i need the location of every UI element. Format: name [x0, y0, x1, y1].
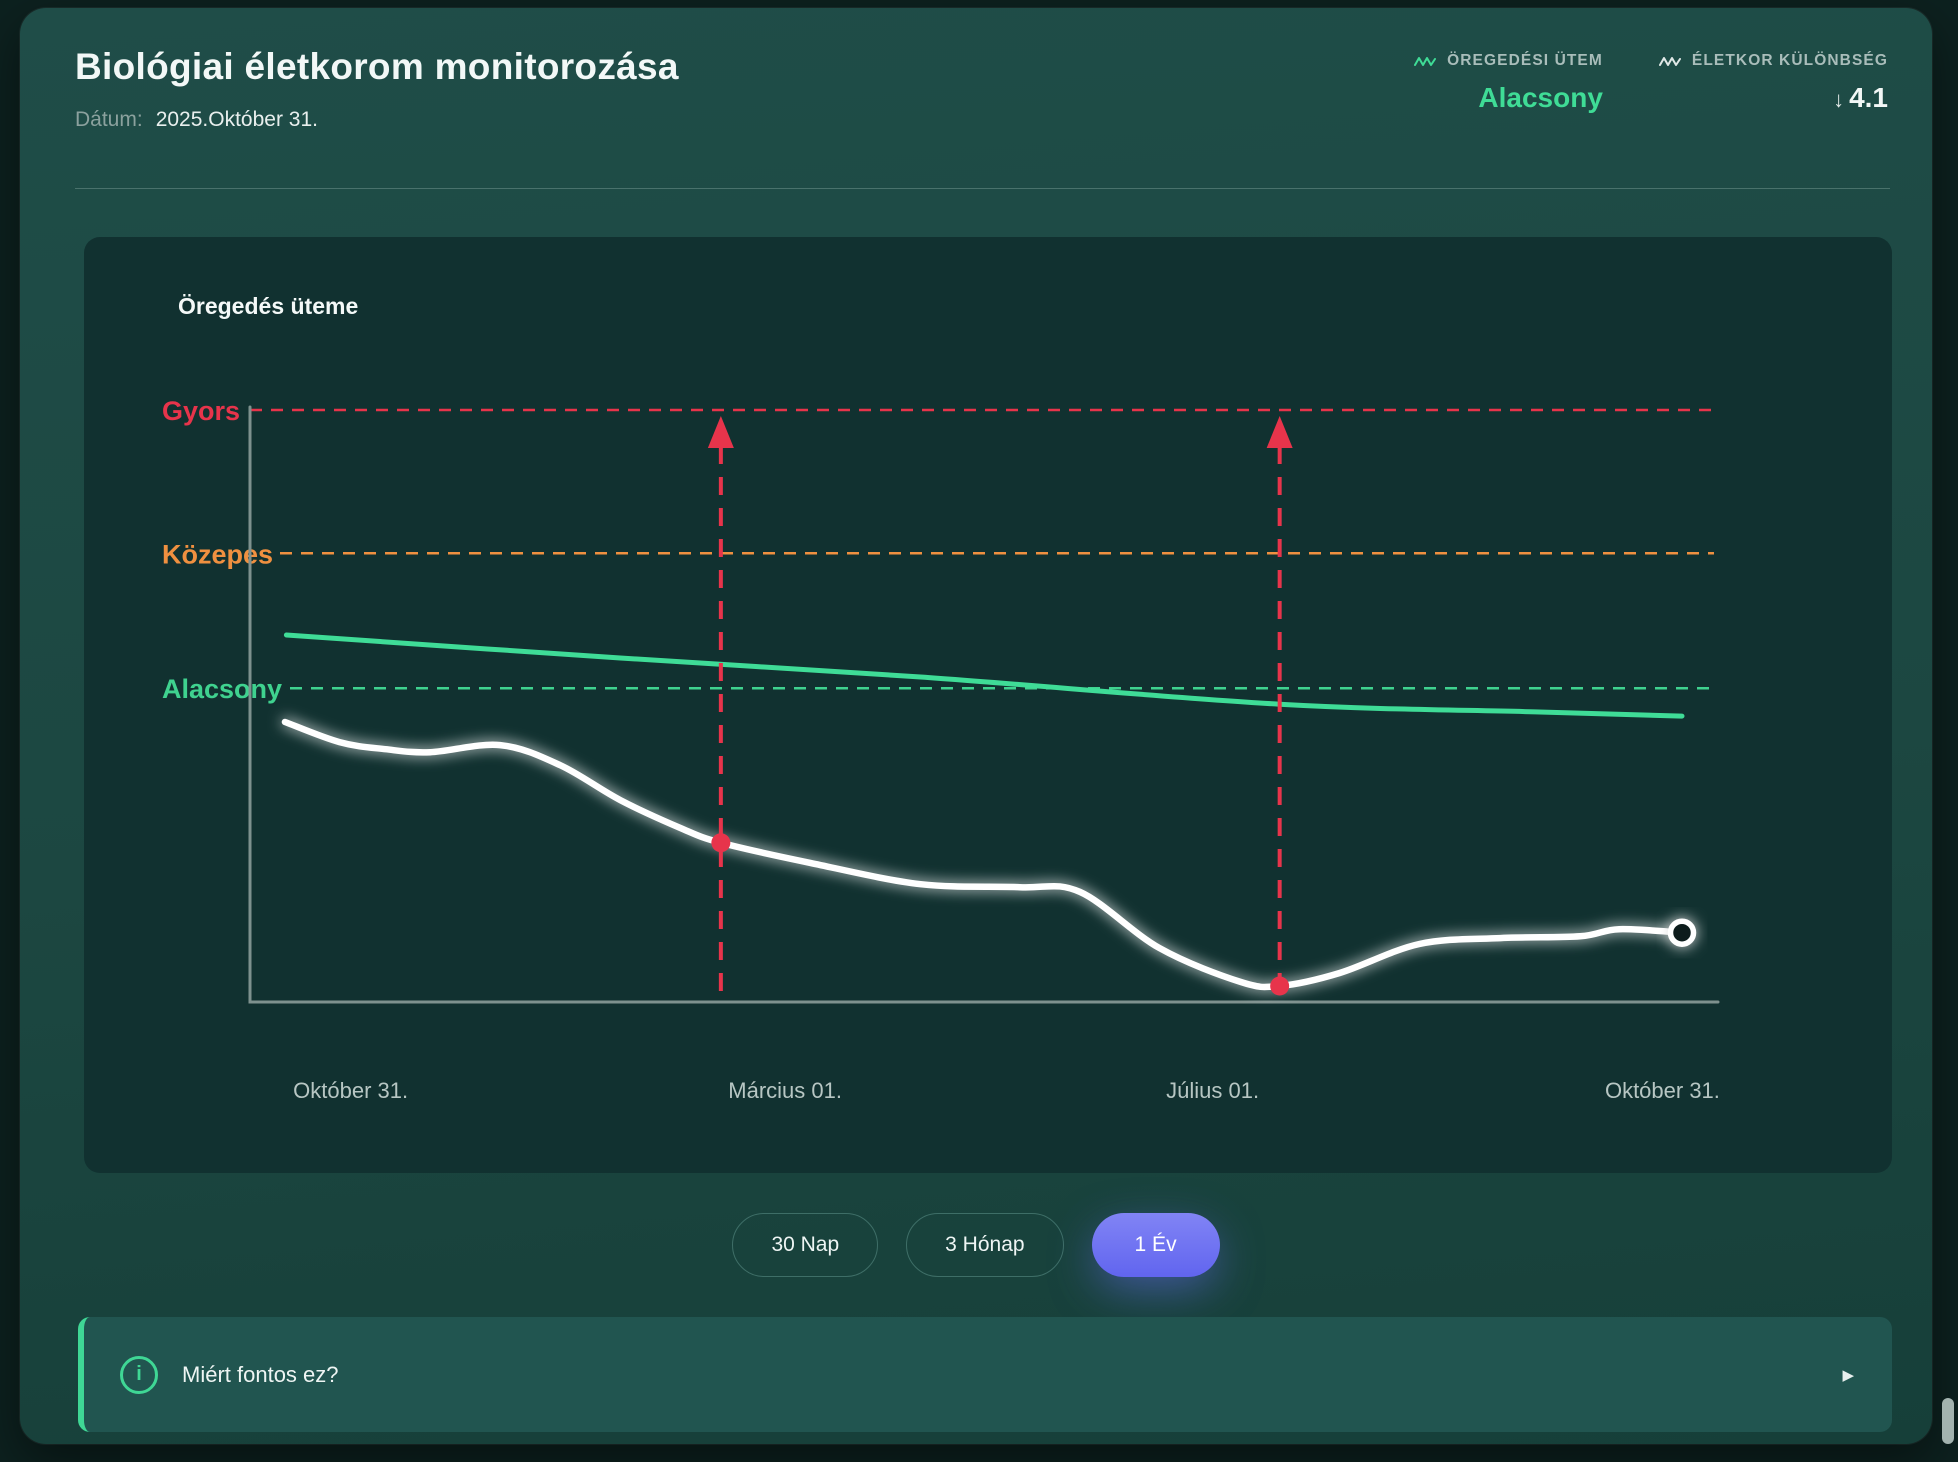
- date-label: Dátum:: [75, 108, 143, 131]
- stat-value-number: 4.1: [1849, 82, 1888, 113]
- trend-reference-line: [283, 632, 1685, 719]
- event-arrowhead: [1266, 416, 1293, 448]
- x-tick-label: Október 31.: [1605, 1078, 1720, 1103]
- stat-aging-rate: ÖREGEDÉSI ÜTEM Alacsony: [1414, 52, 1603, 114]
- header-stats: ÖREGEDÉSI ÜTEM Alacsony ÉLETKOR KÜLÖNBSÉ…: [1414, 52, 1888, 114]
- range-button-1-year[interactable]: 1 Év: [1091, 1213, 1220, 1277]
- stat-value-aging-rate: Alacsony: [1478, 82, 1603, 113]
- event-dot: [711, 833, 731, 853]
- x-tick-label: Július 01.: [1166, 1078, 1259, 1103]
- range-buttons: 30 Nap 3 Hónap 1 Év: [20, 1213, 1932, 1277]
- stat-value-age-difference: ↓ 4.1: [1833, 82, 1888, 114]
- chevron-right-icon[interactable]: ▶: [1842, 1366, 1854, 1384]
- chart-axes: [248, 405, 1720, 1004]
- stat-label: ÉLETKOR KÜLÖNBSÉG: [1691, 52, 1888, 69]
- axis-band-label: Közepes: [162, 539, 273, 569]
- x-tick-label: Március 01.: [728, 1078, 842, 1103]
- main-card: Biológiai életkorom monitorozása Dátum: …: [20, 8, 1932, 1444]
- date-row: Dátum: 2025.Október 31.: [75, 108, 679, 132]
- axis-band-label: Gyors: [162, 396, 240, 426]
- wave-icon: [1658, 56, 1681, 66]
- wave-icon: [1414, 56, 1437, 66]
- info-circle-icon: i: [120, 1355, 158, 1394]
- header-divider: [75, 188, 1890, 189]
- info-bar[interactable]: i Miért fontos ez? ▶: [78, 1317, 1892, 1432]
- x-tick-label: Október 31.: [293, 1078, 408, 1103]
- scrollbar-thumb[interactable]: [1942, 1398, 1954, 1444]
- current-point-marker: [1667, 918, 1697, 947]
- stat-age-difference: ÉLETKOR KÜLÖNBSÉG ↓ 4.1: [1658, 52, 1888, 114]
- event-dot: [1270, 976, 1290, 996]
- axis-band-label: Alacsony: [162, 674, 282, 704]
- header: Biológiai életkorom monitorozása Dátum: …: [75, 46, 679, 132]
- chart-panel: Öregedés üteme Gyors Közepes Alacsony Októb…: [84, 237, 1892, 1173]
- aging-rate-line: [281, 718, 1686, 991]
- info-bar-text: Miért fontos ez?: [182, 1361, 339, 1387]
- page-title: Biológiai életkorom monitorozása: [75, 46, 679, 87]
- range-button-3-months[interactable]: 3 Hónap: [906, 1213, 1064, 1277]
- range-button-30-days[interactable]: 30 Nap: [732, 1213, 879, 1277]
- stat-label: ÖREGEDÉSI ÜTEM: [1447, 52, 1603, 69]
- date-value: 2025.Október 31.: [155, 108, 318, 131]
- event-arrowhead: [707, 416, 734, 448]
- chart-title: Öregedés üteme: [178, 293, 359, 319]
- down-arrow-icon: ↓: [1833, 87, 1845, 112]
- aging-rate-chart: Gyors Közepes Alacsony Október 31. Március 0…: [162, 396, 1720, 1103]
